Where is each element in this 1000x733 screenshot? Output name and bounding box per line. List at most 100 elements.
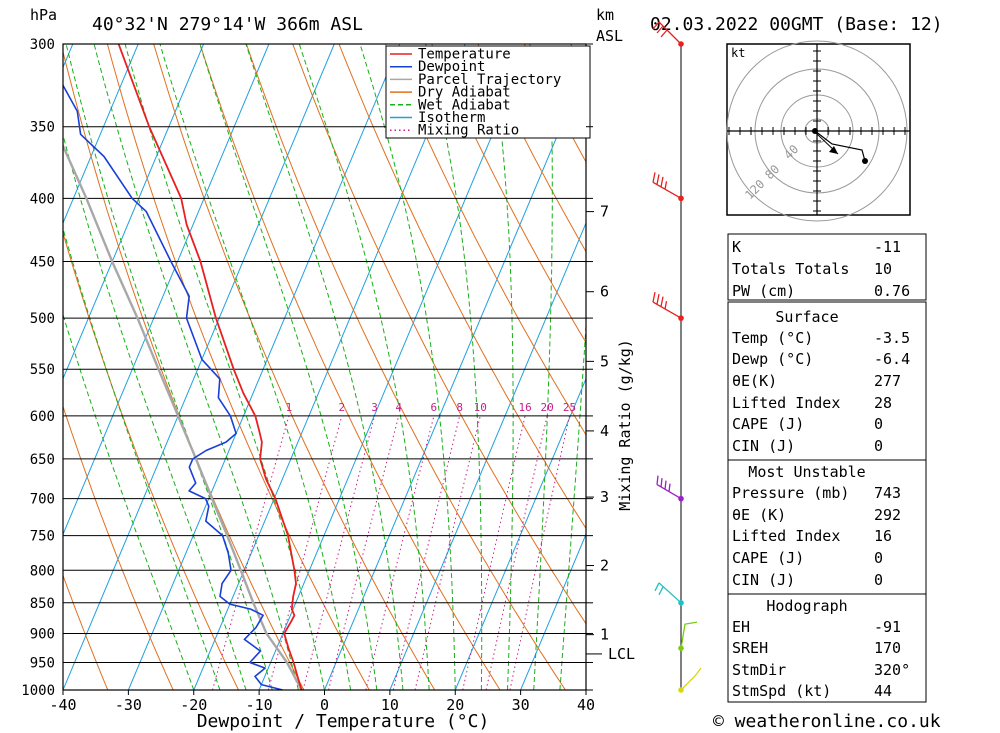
surface-cin-value: 0 xyxy=(874,437,883,455)
mixing-ratio-tick-label: 8 xyxy=(456,401,463,414)
temperature-tick-label: -30 xyxy=(115,696,142,714)
wet-adiabat-line xyxy=(124,44,325,690)
dry-adiabat-line xyxy=(384,44,586,436)
temperature-tick-label: -10 xyxy=(246,696,273,714)
mixing-ratio-tick-label: 3 xyxy=(371,401,378,414)
pressure-tick-label: 700 xyxy=(30,492,55,508)
dry-adiabat-line xyxy=(199,44,501,690)
isotherm-line xyxy=(63,44,335,690)
temperature-tick-label: 20 xyxy=(446,696,464,714)
mu-cape-value: 0 xyxy=(874,549,883,567)
surface-cape-label: CAPE (J) xyxy=(732,415,804,433)
km-height-label: 1 xyxy=(600,626,609,644)
totals-totals-label: Totals Totals xyxy=(732,260,849,278)
surface-temp-label: Temp (°C) xyxy=(732,329,813,347)
dry-adiabat-line xyxy=(106,44,370,690)
isotherm-line xyxy=(63,44,270,536)
mu-theta-e-label: θE (K) xyxy=(732,506,786,524)
temperature-tick-label: -40 xyxy=(49,696,76,714)
sreh-label: SREH xyxy=(732,639,768,657)
km-height-label: 6 xyxy=(600,283,609,301)
surface-dewp-value: -6.4 xyxy=(874,350,910,368)
surface-theta-e-label: θE(K) xyxy=(732,372,777,390)
wind-barb xyxy=(652,172,682,199)
mu-lifted-index-label: Lifted Index xyxy=(732,527,840,545)
isotherm-line xyxy=(63,44,139,225)
mixing-ratio-line xyxy=(212,415,290,690)
legend-entry: Dry Adiabat xyxy=(418,85,511,101)
profiles xyxy=(63,44,303,690)
temperature-tick-label: 30 xyxy=(512,696,530,714)
hodograph-frame xyxy=(726,43,911,216)
mu-cin-label: CIN (J) xyxy=(732,571,795,589)
dry-adiabat-line xyxy=(63,574,109,690)
wind-barb xyxy=(656,475,682,500)
eh-value: -91 xyxy=(874,618,901,636)
wet-adiabat-line xyxy=(489,44,514,690)
legend-box xyxy=(385,45,591,139)
surface-title: Surface xyxy=(775,308,838,326)
mixing-ratio-tick-label: 6 xyxy=(431,401,438,414)
temperature-tick-label: -20 xyxy=(180,696,207,714)
wet-adiabat-line xyxy=(159,44,352,690)
mixing-ratio-tick-label: 1 xyxy=(286,401,293,414)
dry-adiabat-line xyxy=(63,231,239,690)
pressure-tick-label: 350 xyxy=(30,120,55,136)
surface-dewp-label: Dewp (°C) xyxy=(732,350,813,368)
temperature-tick-label: 40 xyxy=(577,696,595,714)
wind-barb-shaft xyxy=(654,582,682,604)
wind-barb-shaft xyxy=(656,475,682,500)
surface-lifted-index-label: Lifted Index xyxy=(732,394,840,412)
isotherm-line xyxy=(193,44,466,690)
mixing-ratio-line xyxy=(328,415,400,690)
dry-adiabat-line xyxy=(974,26,1000,690)
mu-pressure-label: Pressure (mb) xyxy=(732,484,849,502)
hpa-unit-label: hPa xyxy=(30,6,57,24)
wind-barb-column xyxy=(652,21,702,693)
mu-theta-e-value: 292 xyxy=(874,506,901,524)
series-dewpoint xyxy=(63,83,283,690)
pressure-tick-label: 550 xyxy=(30,362,55,378)
dry-adiabat-line xyxy=(292,44,586,625)
wind-barb-shaft xyxy=(680,621,698,649)
pressure-tick-label: 950 xyxy=(30,655,55,671)
km-height-label: 3 xyxy=(600,488,609,506)
mixing-ratio-tick-label: 25 xyxy=(563,401,576,414)
location-title: 40°32'N 279°14'W 366m ASL xyxy=(92,14,363,35)
legend-entry: Isotherm xyxy=(418,110,485,126)
wet-adiabat-line xyxy=(533,44,553,690)
km-height-label: 2 xyxy=(600,557,609,575)
mu-pressure-value: 743 xyxy=(874,484,901,502)
wet-adiabat-line xyxy=(559,318,586,690)
km-unit-label: km xyxy=(596,6,614,24)
storm-speed-label: StmSpd (kt) xyxy=(732,682,831,700)
pressure-tick-label: 900 xyxy=(30,626,55,642)
legend-entry: Temperature xyxy=(418,47,511,63)
dry-adiabat-line xyxy=(928,26,1000,690)
series-temperature xyxy=(117,44,303,690)
pressure-tick-label: 500 xyxy=(30,311,55,327)
table-box xyxy=(727,593,927,703)
pressure-tick-label: 600 xyxy=(30,409,55,425)
pressure-tick-label: 650 xyxy=(30,452,55,468)
footer-credit: © weatheronline.co.uk xyxy=(713,711,941,732)
km-height-label: LCL xyxy=(608,645,635,663)
wind-barb xyxy=(654,582,682,604)
mixing-ratio-line xyxy=(365,415,435,690)
asl-unit-label: ASL xyxy=(596,27,623,45)
mixing-ratio-tick-label: 10 xyxy=(474,401,487,414)
isotherm-line xyxy=(258,44,531,690)
dry-adiabat-line xyxy=(338,44,586,530)
surface-cin-label: CIN (J) xyxy=(732,437,795,455)
wind-barb-shaft xyxy=(680,667,702,691)
pressure-tick-label: 800 xyxy=(30,563,55,579)
mixing-ratio-line xyxy=(414,415,481,690)
mixing-ratio-line xyxy=(302,415,376,690)
dry-adiabat-line xyxy=(431,44,586,344)
eh-label: EH xyxy=(732,618,750,636)
axes: 3003504004505005506006507007508008509009… xyxy=(21,37,635,714)
x-axis-label: Dewpoint / Temperature (°C) xyxy=(197,711,490,732)
wind-barb-shaft xyxy=(652,21,682,45)
